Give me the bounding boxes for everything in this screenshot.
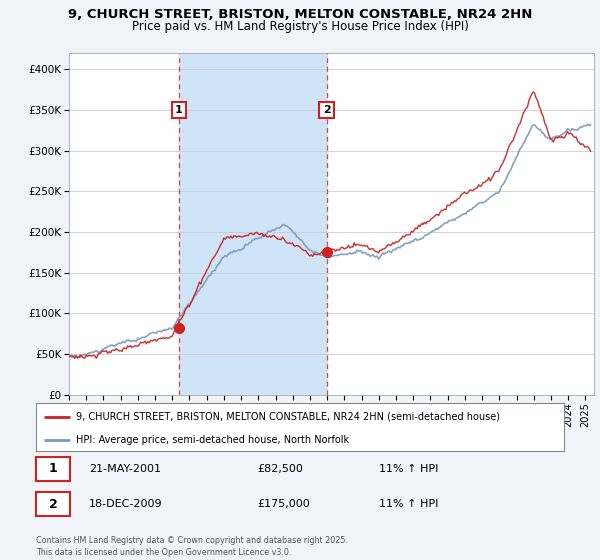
Bar — [179, 53, 326, 395]
Text: Price paid vs. HM Land Registry's House Price Index (HPI): Price paid vs. HM Land Registry's House … — [131, 20, 469, 32]
Text: 11% ↑ HPI: 11% ↑ HPI — [379, 464, 439, 474]
Text: 1: 1 — [175, 105, 182, 115]
Text: Contains HM Land Registry data © Crown copyright and database right 2025.
This d: Contains HM Land Registry data © Crown c… — [36, 536, 348, 557]
Text: HPI: Average price, semi-detached house, North Norfolk: HPI: Average price, semi-detached house,… — [76, 435, 349, 445]
Text: 2: 2 — [323, 105, 331, 115]
Text: 1: 1 — [49, 463, 58, 475]
Text: 11% ↑ HPI: 11% ↑ HPI — [379, 499, 439, 509]
Text: £175,000: £175,000 — [258, 499, 311, 509]
Text: 18-DEC-2009: 18-DEC-2009 — [89, 499, 163, 509]
Text: 21-MAY-2001: 21-MAY-2001 — [89, 464, 161, 474]
Text: 9, CHURCH STREET, BRISTON, MELTON CONSTABLE, NR24 2HN: 9, CHURCH STREET, BRISTON, MELTON CONSTA… — [68, 8, 532, 21]
Text: 2: 2 — [49, 497, 58, 511]
FancyBboxPatch shape — [36, 457, 70, 481]
FancyBboxPatch shape — [36, 492, 70, 516]
Text: 9, CHURCH STREET, BRISTON, MELTON CONSTABLE, NR24 2HN (semi-detached house): 9, CHURCH STREET, BRISTON, MELTON CONSTA… — [76, 412, 500, 422]
Text: £82,500: £82,500 — [258, 464, 304, 474]
